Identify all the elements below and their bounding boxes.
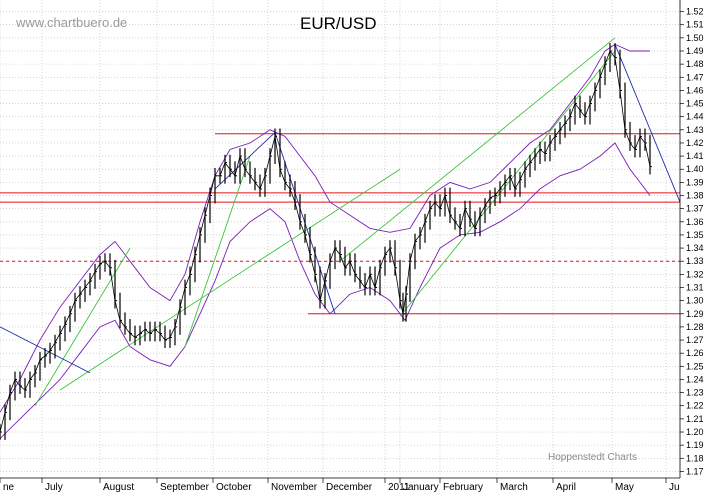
y-tick-label: 1.19 (686, 440, 704, 450)
y-tick-label: 1.42 (686, 138, 704, 148)
y-tick-label: 1.38 (686, 191, 704, 201)
y-tick-label: 1.27 (686, 335, 704, 345)
y-tick-label: 1.45 (686, 99, 704, 109)
y-tick-label: 1.51 (686, 20, 704, 30)
price-line (0, 50, 651, 433)
x-axis: ne July August September October November Dece… (0, 477, 680, 492)
horizontal-lines (0, 133, 680, 315)
credit-label: Hoppenstedt Charts (548, 452, 637, 463)
y-tick-label: 1.26 (686, 348, 704, 358)
y-tick-label: 1.28 (686, 322, 704, 332)
y-tick-label: 1.29 (686, 309, 704, 319)
x-tick-label: February (443, 482, 483, 492)
x-tick-label: July (45, 482, 63, 492)
y-tick-label: 1.41 (686, 151, 704, 161)
x-tick-label: March (500, 482, 528, 492)
x-tick-label: May (615, 482, 634, 492)
bollinger-bands (0, 43, 651, 439)
y-tick-label: 1.52 (686, 7, 704, 17)
y-tick-label: 1.32 (686, 269, 704, 279)
trend-line (59, 168, 401, 391)
y-tick-label: 1.50 (686, 33, 704, 43)
y-tick-label: 1.31 (686, 282, 704, 292)
trend-line (34, 247, 131, 406)
y-tick-label: 1.17 (686, 466, 704, 476)
y-tick-label: 1.49 (686, 46, 704, 56)
x-tick-label: December (326, 482, 373, 492)
x-tick-label: April (556, 482, 576, 492)
y-tick-label: 1.46 (686, 85, 704, 95)
price-series (0, 43, 652, 440)
chart-title: EUR/USD (300, 14, 377, 33)
y-tick-label: 1.35 (686, 230, 704, 240)
x-tick-label: August (103, 482, 134, 492)
x-tick-label: September (160, 482, 210, 492)
x-tick-label: October (216, 482, 252, 492)
y-axis: 1.52 1.51 1.50 1.49 1.48 1.47 1.46 1.45 1.44 1.43… (679, 0, 704, 478)
x-tick-label: Ju (669, 482, 680, 492)
y-tick-label: 1.40 (686, 164, 704, 174)
y-tick-label: 1.18 (686, 453, 704, 463)
watermark: www.chartbuero.de (15, 15, 127, 30)
y-tick-label: 1.47 (686, 72, 704, 82)
y-tick-label: 1.22 (686, 401, 704, 411)
x-tick-label: November (271, 482, 318, 492)
trend-line (339, 37, 616, 262)
upper-band (0, 43, 650, 413)
y-tick-label: 1.36 (686, 217, 704, 227)
trend-line (184, 155, 251, 347)
y-tick-label: 1.43 (686, 125, 704, 135)
x-tick-label: ne (3, 482, 15, 492)
lower-band (0, 142, 651, 439)
y-tick-label: 1.25 (686, 361, 704, 371)
y-tick-label: 1.30 (686, 296, 704, 306)
y-tick-label: 1.37 (686, 204, 704, 214)
x-tick-label: 2011 (388, 482, 410, 492)
y-tick-label: 1.24 (686, 374, 704, 384)
y-tick-label: 1.48 (686, 59, 704, 69)
trend-line (614, 44, 681, 203)
x-tick-label: January (403, 482, 439, 492)
y-tick-label: 1.34 (686, 243, 704, 253)
y-tick-label: 1.39 (686, 177, 704, 187)
y-tick-label: 1.21 (686, 414, 704, 424)
y-tick-label: 1.20 (686, 427, 704, 437)
y-tick-label: 1.33 (686, 256, 704, 266)
y-tick-label: 1.23 (686, 388, 704, 398)
trend-line (399, 50, 616, 317)
y-tick-label: 1.44 (686, 112, 704, 122)
